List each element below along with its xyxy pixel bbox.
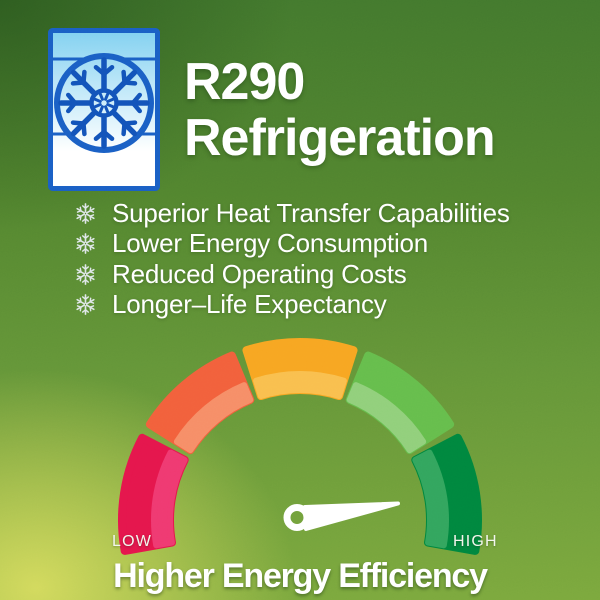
title-line2: Refrigeration	[184, 109, 496, 167]
gauge-needle-hub	[283, 504, 311, 531]
gauge-low-label: LOW	[112, 533, 153, 550]
snowflake-bullet-icon	[76, 202, 95, 224]
gauge-segment-2	[145, 351, 255, 455]
feature-list: Superior Heat Transfer Capabilities Lower…	[74, 198, 510, 320]
gauge-needle	[303, 501, 400, 531]
snowflake-bullet-icon	[76, 263, 95, 285]
gauge-segment-3-middle-inner-band	[253, 371, 347, 400]
gauge-segment-1-lowest-inner-band	[151, 449, 188, 549]
page-title: R290 Refrigeration	[184, 53, 496, 167]
feature-text: Lower Energy Consumption	[112, 228, 429, 259]
feature-item: Longer–Life Expectancy	[74, 289, 510, 321]
gauge-segment-4	[345, 351, 455, 455]
gauge-segment-5-highest-inner-band	[412, 449, 449, 549]
title-line1: R290	[184, 53, 305, 111]
gauge-segments	[117, 338, 483, 555]
feature-text: Reduced Operating Costs	[112, 258, 407, 289]
snowflake-bullet-icon	[76, 294, 95, 316]
feature-item: Lower Energy Consumption	[74, 228, 510, 260]
feature-item: Superior Heat Transfer Capabilities	[74, 198, 510, 229]
snowflake-bullet-icon	[76, 233, 95, 255]
refrigeration-snowflake-icon	[48, 28, 160, 191]
feature-text: Longer–Life Expectancy	[112, 289, 387, 320]
gauge-segment-3-middle	[242, 338, 358, 401]
gauge-high-label: HIGH	[453, 533, 498, 550]
feature-item: Reduced Operating Costs	[74, 259, 510, 290]
gauge-caption: Higher Energy Efficiency	[113, 557, 488, 595]
gauge-segment-2-inner-band	[173, 382, 254, 454]
feature-text: Superior Heat Transfer Capabilities	[112, 197, 510, 228]
gauge-segment-4-inner-band	[346, 382, 427, 454]
